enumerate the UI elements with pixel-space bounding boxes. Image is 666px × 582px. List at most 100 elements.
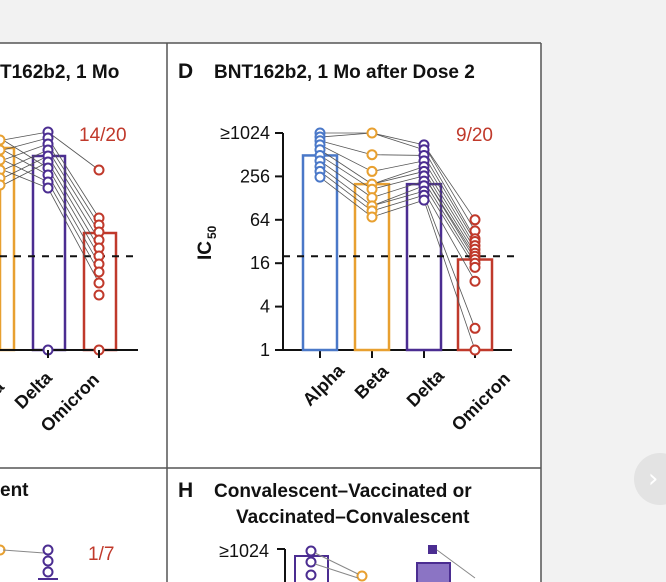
panel-g-ratio: 1/7 — [88, 544, 114, 565]
panel-g-plot — [0, 544, 58, 580]
y-tick-label: ≥1024 — [220, 123, 270, 143]
connector-line — [371, 194, 425, 212]
connector-line — [371, 190, 425, 207]
connector-line — [423, 155, 476, 242]
connector-line — [423, 144, 476, 232]
connector-line — [371, 154, 425, 156]
panel-c-connector — [2, 161, 49, 186]
connector-line — [423, 160, 476, 246]
connector-line — [371, 171, 425, 185]
chevron-right-icon: › — [648, 464, 659, 494]
y-tick-label: 1 — [260, 340, 270, 360]
panel-h-letter: H — [178, 479, 193, 502]
panel-h-point — [305, 556, 317, 568]
connector-line — [371, 160, 425, 172]
panel-c-point-omicron — [93, 164, 105, 176]
panel-g-point — [42, 555, 54, 567]
panel-h-bar — [416, 562, 451, 582]
point-omicron — [469, 261, 481, 273]
panel-g: ent 1/7 — [0, 480, 114, 580]
point-omicron — [469, 322, 481, 334]
point-omicron — [469, 275, 481, 287]
y-tick-label: 4 — [260, 297, 270, 317]
panel-c-point-beta — [0, 144, 6, 156]
panel-c-connector — [2, 139, 49, 169]
connector-line — [423, 144, 476, 221]
panel-g-point — [42, 544, 54, 556]
connector-line — [319, 132, 373, 138]
connector-line — [319, 176, 373, 218]
point-beta — [366, 127, 378, 139]
panel-c-point-beta — [0, 164, 6, 176]
connector-line — [319, 149, 373, 185]
panel-h-connector — [314, 552, 359, 575]
panel-c-connector — [2, 149, 49, 171]
connector-line — [423, 171, 476, 254]
ylabel-subscript: 50 — [205, 225, 219, 239]
panel-frame — [0, 42, 542, 582]
connector-line — [319, 155, 373, 190]
panel-h-plot — [277, 545, 476, 582]
panel-h-point — [305, 545, 317, 557]
connector-line — [423, 166, 476, 250]
panel-c-connector — [47, 187, 100, 284]
panel-d-title: BNT162b2, 1 Mo after Dose 2 — [214, 62, 475, 83]
panel-c-connector — [47, 155, 100, 241]
panel-c-connector — [2, 159, 49, 183]
connector-line — [371, 185, 425, 207]
connector-line — [423, 180, 476, 264]
connector-line — [371, 175, 425, 190]
panel-c-point-beta — [0, 154, 6, 166]
connector-line — [423, 190, 476, 282]
point-omicron — [469, 344, 481, 356]
panel-c-point-delta — [42, 182, 54, 194]
panel-d-letter: D — [178, 60, 193, 83]
panel-h-point — [356, 570, 368, 582]
panel-c-connector — [47, 174, 100, 265]
figure-background — [0, 43, 541, 582]
connector-line — [423, 199, 476, 351]
connector-line — [319, 140, 373, 156]
point-beta — [366, 165, 378, 177]
panel-h-connector — [436, 549, 476, 579]
panel-g-connector — [2, 549, 45, 554]
panel-d-ylabel: IC 50 — [195, 225, 219, 260]
point-alpha — [314, 171, 326, 183]
connector-line — [371, 132, 425, 151]
panel-h-point — [428, 545, 437, 554]
panel-c-connector — [2, 169, 49, 189]
panel-g-title: ent — [0, 480, 29, 501]
connector-line — [371, 132, 425, 146]
point-omicron — [469, 214, 481, 226]
panel-c-connector — [47, 161, 100, 249]
point-delta — [418, 194, 430, 206]
panel-c-plot — [0, 126, 138, 358]
panel-g-point — [42, 566, 54, 578]
panel-c-connector — [47, 167, 100, 257]
panel-c-connector — [47, 181, 100, 273]
connector-line — [423, 185, 476, 268]
y-tick-label: 256 — [240, 166, 270, 186]
ylabel-main: IC — [195, 241, 216, 260]
panel-c-connector — [2, 137, 49, 151]
panel-h-title-line2: Vaccinated–Convalescent — [236, 507, 470, 528]
panel-c-ratio: 14/20 — [79, 125, 127, 146]
connector-line — [423, 195, 476, 329]
connector-line — [371, 180, 425, 198]
connector-line — [319, 166, 373, 207]
panel-h-ytick-top: ≥1024 — [219, 541, 269, 561]
point-beta — [366, 211, 378, 223]
panel-c-connector — [2, 131, 49, 141]
panel-c-title: T162b2, 1 Mo — [0, 62, 119, 83]
panel-c-point-omicron — [93, 289, 105, 301]
panel-h: H Convalescent–Vaccinated or Vaccinated–… — [178, 479, 476, 582]
panel-h-point — [305, 569, 317, 581]
panel-h-connector — [314, 563, 359, 579]
panel-c-connector — [47, 131, 100, 171]
connector-line — [319, 171, 373, 212]
panel-c-connector — [2, 155, 49, 179]
panel-c-point-omicron — [93, 277, 105, 289]
panel-c-connector — [2, 149, 49, 176]
connector-line — [319, 160, 373, 198]
